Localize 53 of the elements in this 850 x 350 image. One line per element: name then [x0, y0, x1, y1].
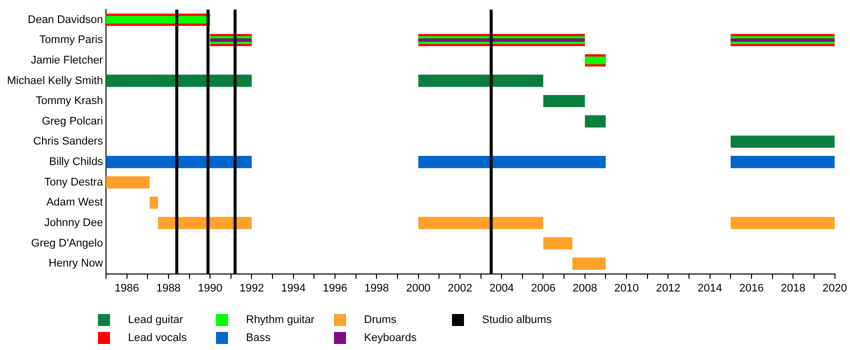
bar — [730, 136, 835, 148]
bar — [106, 156, 252, 168]
x-tick-label: 2018 — [780, 282, 806, 294]
x-tick-label: 2014 — [698, 282, 722, 294]
x-tick-label: 2016 — [739, 282, 764, 294]
x-tick-label: 2004 — [489, 282, 514, 294]
legend-label: Bass — [246, 332, 270, 344]
bar — [572, 258, 606, 270]
x-tick-label: 2012 — [656, 282, 680, 294]
bar — [543, 94, 585, 108]
bar — [106, 176, 150, 188]
bar — [584, 56, 606, 64]
x-tick-label: 1992 — [239, 282, 264, 294]
y-tick-label: Greg D'Angelo — [31, 237, 103, 250]
bar — [418, 74, 544, 87]
legend-label: Lead vocals — [128, 332, 187, 344]
y-tick-label: Adam West — [46, 196, 103, 209]
bar — [730, 216, 835, 230]
x-tick-label: 1986 — [114, 282, 140, 294]
legend-label: Studio albums — [482, 314, 552, 326]
y-tick-label: Michael Kelly Smith — [6, 74, 103, 87]
bar — [730, 156, 835, 168]
y-tick-label: Tommy Paris — [39, 34, 104, 46]
x-tick-label: 2020 — [822, 282, 848, 294]
y-tick-label: Tony Destra — [44, 176, 104, 188]
x-tick-label: 2010 — [614, 282, 639, 294]
x-tick-label: 1998 — [364, 282, 389, 294]
bar — [106, 74, 252, 87]
x-tick-label: 1994 — [281, 282, 306, 294]
y-tick-label: Johnny Dee — [44, 217, 103, 230]
y-tick-label: Tommy Krash — [36, 95, 103, 108]
y-tick-label: Jamie Fletcher — [30, 54, 104, 66]
legend-label: Lead guitar — [128, 314, 184, 326]
x-tick-label: 1996 — [322, 282, 348, 294]
bar — [418, 156, 606, 168]
bar — [543, 237, 572, 250]
x-tick-label: 1990 — [198, 282, 222, 294]
x-tick-label: 2000 — [406, 282, 431, 294]
y-tick-label: Dean Davidson — [28, 14, 103, 26]
x-tick-label: 2006 — [531, 282, 556, 294]
bar — [150, 196, 158, 209]
legend-label: Keyboards — [364, 332, 417, 344]
x-tick-label: 1988 — [156, 282, 181, 294]
x-tick-label: 2008 — [572, 282, 598, 294]
legend-label: Drums — [364, 314, 396, 326]
bar — [418, 216, 544, 230]
bar — [584, 115, 606, 128]
legend-label: Rhythm guitar — [246, 314, 314, 326]
y-tick-label: Chris Sanders — [33, 136, 104, 148]
y-tick-label: Henry Now — [48, 258, 104, 270]
y-tick-label: Greg Polcari — [42, 115, 103, 128]
x-tick-label: 2002 — [448, 282, 472, 294]
y-tick-label: Billy Childs — [49, 156, 104, 168]
